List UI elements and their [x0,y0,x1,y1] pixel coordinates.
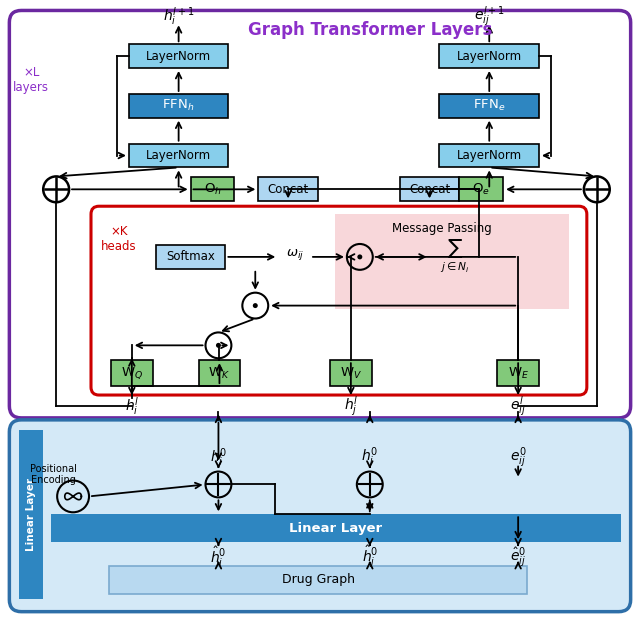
Text: $\mathrm{W}_K$: $\mathrm{W}_K$ [209,366,230,381]
Text: $e_{ij}^{l+1}$: $e_{ij}^{l+1}$ [474,4,505,29]
FancyBboxPatch shape [19,430,44,599]
Text: $\hat{h}_i^0$: $\hat{h}_i^0$ [210,545,227,569]
FancyBboxPatch shape [440,44,539,68]
FancyBboxPatch shape [109,566,527,594]
Text: $\hat{e}_{ij}^0$: $\hat{e}_{ij}^0$ [510,545,526,569]
Text: LayerNorm: LayerNorm [457,50,522,63]
Text: Softmax: Softmax [166,250,215,263]
Text: $h_i^l$: $h_i^l$ [125,395,139,417]
Text: $e_{ij}^l$: $e_{ij}^l$ [510,394,526,418]
Text: $e_{ij}^0$: $e_{ij}^0$ [510,445,527,470]
Text: ×L
layers: ×L layers [13,66,49,94]
Text: $\mathrm{W}_E$: $\mathrm{W}_E$ [508,366,529,381]
Text: $\mathrm{O}_e$: $\mathrm{O}_e$ [472,182,490,197]
Text: Concat: Concat [268,183,308,196]
Text: LayerNorm: LayerNorm [146,50,211,63]
FancyBboxPatch shape [440,143,539,168]
FancyBboxPatch shape [460,178,503,201]
FancyBboxPatch shape [399,178,460,201]
Text: $\sum_{j \in N_i}$: $\sum_{j \in N_i}$ [440,239,469,275]
FancyBboxPatch shape [129,44,228,68]
FancyBboxPatch shape [497,360,539,386]
FancyBboxPatch shape [198,360,241,386]
Text: Linear Layer: Linear Layer [26,478,36,551]
Text: $\mathrm{FFN}_e$: $\mathrm{FFN}_e$ [473,98,506,114]
Text: $h_j^0$: $h_j^0$ [361,445,378,470]
FancyBboxPatch shape [335,214,569,309]
FancyBboxPatch shape [111,360,153,386]
Text: LayerNorm: LayerNorm [146,149,211,162]
Text: $\mathrm{FFN}_h$: $\mathrm{FFN}_h$ [163,98,195,114]
Text: $\omega_{ij}$: $\omega_{ij}$ [286,247,304,263]
FancyBboxPatch shape [440,94,539,118]
Text: $h_i^{l+1}$: $h_i^{l+1}$ [163,6,195,27]
FancyBboxPatch shape [51,514,621,542]
Text: $\mathrm{O}_h$: $\mathrm{O}_h$ [204,182,221,197]
Text: Concat: Concat [409,183,450,196]
Text: Message Passing: Message Passing [392,222,492,235]
Text: $h_j^l$: $h_j^l$ [344,394,358,418]
FancyBboxPatch shape [259,178,318,201]
Text: $\hat{h}_j^0$: $\hat{h}_j^0$ [362,544,378,570]
Text: $h_i^0$: $h_i^0$ [210,446,227,469]
FancyBboxPatch shape [10,420,630,612]
FancyBboxPatch shape [191,178,234,201]
FancyBboxPatch shape [129,94,228,118]
Circle shape [253,303,258,308]
Text: Drug Graph: Drug Graph [282,573,355,586]
Text: $\mathrm{W}_V$: $\mathrm{W}_V$ [340,366,362,381]
Text: $\mathrm{W}_Q$: $\mathrm{W}_Q$ [121,365,143,381]
FancyBboxPatch shape [10,11,630,418]
Text: Graph Transformer Layers: Graph Transformer Layers [248,21,492,39]
Text: Positional
Encoding: Positional Encoding [29,464,77,486]
Text: ×K
heads: ×K heads [101,225,137,253]
Circle shape [216,343,221,348]
FancyBboxPatch shape [91,206,587,395]
FancyBboxPatch shape [156,245,225,269]
FancyBboxPatch shape [330,360,372,386]
Text: LayerNorm: LayerNorm [457,149,522,162]
Circle shape [357,255,362,260]
Text: Linear Layer: Linear Layer [289,522,383,535]
FancyBboxPatch shape [129,143,228,168]
